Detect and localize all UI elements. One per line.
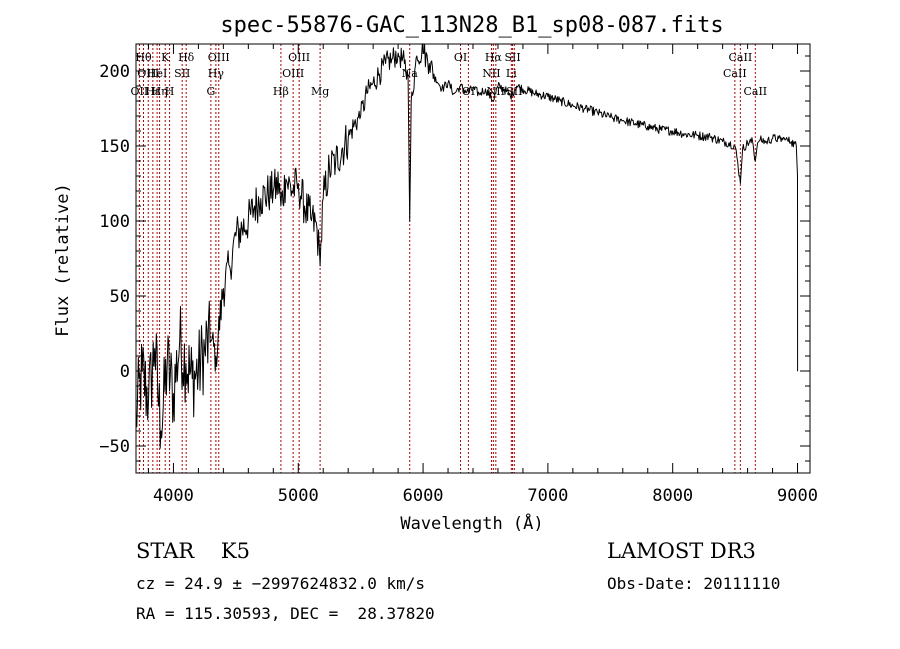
spectral-line-label: Hε xyxy=(145,85,161,98)
spectral-line-label: OI xyxy=(462,85,475,98)
y-tick-label: 200 xyxy=(99,62,130,82)
y-tick-label: 150 xyxy=(99,137,130,157)
plot-frame xyxy=(135,43,811,474)
object-class: STAR K5 xyxy=(136,539,250,563)
spectral-line-label: CaII xyxy=(723,67,747,80)
spectral-line-label: HeI xyxy=(147,67,167,80)
spectral-line-label: NII xyxy=(482,67,500,80)
y-axis: −50 0 50 100 150 200 xyxy=(99,55,810,462)
y-axis-label: Flux (relative) xyxy=(53,183,73,337)
x-tick-label: 8000 xyxy=(652,486,693,506)
spectral-line-label: H xyxy=(165,85,175,98)
spectral-line-label: Hθ xyxy=(135,51,152,64)
y-tick-label: −50 xyxy=(99,437,130,457)
redshift-line: cz = 24.9 ± −2997624832.0 km/s xyxy=(136,574,425,593)
spectral-line-label: Mg xyxy=(311,85,329,98)
spectral-line-label: SII xyxy=(504,51,520,64)
x-tick-label: 6000 xyxy=(403,486,444,506)
spectral-line-label: CaII xyxy=(743,85,767,98)
x-tick-label: 9000 xyxy=(777,486,818,506)
chart-title: spec-55876-GAC_113N28_B1_sp08-087.fits xyxy=(220,13,723,38)
spectral-line-label: CaII xyxy=(729,51,753,64)
spectral-line-label: NII xyxy=(487,85,505,98)
spectral-line-label: G xyxy=(206,85,215,98)
spectral-line-label: OI xyxy=(454,51,467,64)
x-axis: 4000 5000 6000 7000 8000 9000 xyxy=(147,44,818,506)
spectral-line-label: OIII xyxy=(137,67,159,80)
spectral-line-label: Na xyxy=(402,67,419,80)
x-tick-label: 4000 xyxy=(153,486,194,506)
spectral-line-label: Hδ xyxy=(178,51,195,64)
spectral-line-label: SII xyxy=(506,85,522,98)
spectral-line-labels: OII Hθ OIII Hε HeI Hη K H SII Hδ G Hγ OIII Hβ OIII OIII… xyxy=(131,51,768,98)
spectrum-line xyxy=(135,43,799,449)
x-axis-label: Wavelength (Å) xyxy=(400,512,543,534)
spectral-line-label: Hγ xyxy=(208,67,225,80)
y-tick-label: 0 xyxy=(120,362,130,382)
spectral-line-markers xyxy=(138,44,756,473)
spectral-line-label: OIII xyxy=(288,51,310,64)
spectral-line-label: Li xyxy=(506,67,517,80)
coordinates: RA = 115.30593, DEC = 28.37820 xyxy=(136,604,435,623)
survey-label: LAMOST DR3 xyxy=(607,539,756,563)
x-tick-label: 7000 xyxy=(527,486,568,506)
spectral-line-label: OII xyxy=(131,85,149,98)
spectral-line-label: Hβ xyxy=(273,85,289,98)
y-tick-label: 50 xyxy=(110,287,130,307)
spectrum-series xyxy=(135,43,799,449)
spectral-line-label: Hη xyxy=(151,85,167,98)
obs-date: Obs-Date: 20111110 xyxy=(607,574,781,593)
x-tick-label: 5000 xyxy=(278,486,319,506)
spectral-line-label: OIII xyxy=(282,67,304,80)
spectral-line-label: K xyxy=(161,51,170,64)
spectral-line-label: SII xyxy=(174,67,190,80)
y-tick-label: 100 xyxy=(99,212,130,232)
spectral-line-label: OIII xyxy=(208,51,230,64)
spectral-line-label: Hα xyxy=(485,51,503,64)
